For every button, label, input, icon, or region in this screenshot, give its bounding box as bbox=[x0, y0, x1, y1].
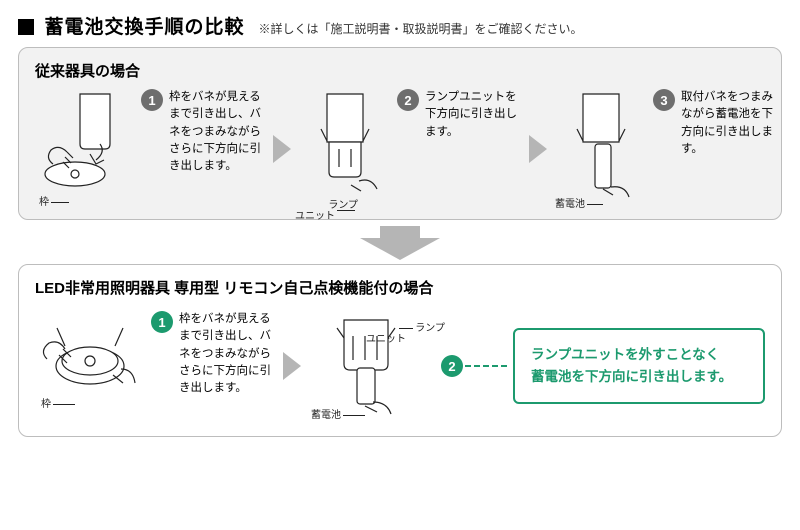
label-lamp-unit: ランプ ユニット bbox=[366, 312, 445, 356]
title-square-marker bbox=[18, 19, 34, 35]
led-step-2: ランプ ユニット 蓄電池 2 bbox=[309, 306, 463, 426]
panel-led: LED非常用照明器具 専用型 リモコン自己点検機能付の場合 bbox=[18, 264, 782, 437]
led-steps-row: 枠 1 枠をバネが見えるまで引き出し、バネをつまみながらさらに下方向に引き出しま… bbox=[35, 306, 765, 426]
arrow-right-icon bbox=[529, 135, 549, 163]
label-battery: 蓄電池 bbox=[555, 195, 603, 210]
label-battery: 蓄電池 bbox=[311, 406, 365, 421]
conventional-step-2-text: ランプユニットを下方向に引き出します。 bbox=[425, 89, 523, 141]
label-frame: 枠 bbox=[41, 395, 75, 410]
conventional-step-2-illustration: ランプ ユニット bbox=[299, 89, 391, 209]
conventional-step-3: 蓄電池 3 取付バネをつまみながら蓄電池を下方向に引き出します。 bbox=[555, 89, 779, 209]
led-step-badge-2: 2 bbox=[441, 355, 463, 377]
step-badge-2: 2 bbox=[397, 89, 419, 111]
led-step-2-illustration: ランプ ユニット 蓄電池 bbox=[309, 306, 429, 426]
conventional-step-3-text: 取付バネをつまみながら蓄電池を下方向に引き出します。 bbox=[681, 89, 779, 158]
step-badge-1: 1 bbox=[141, 89, 163, 111]
conventional-step-2: ランプ ユニット 2 ランプユニットを下方向に引き出します。 bbox=[299, 89, 523, 209]
led-step-1: 枠 1 枠をバネが見えるまで引き出し、バネをつまみながらさらに下方向に引き出しま… bbox=[35, 311, 277, 421]
main-title-text: 蓄電池交換手順の比較 bbox=[44, 17, 244, 38]
arrow-right-icon bbox=[283, 352, 303, 380]
conventional-step-1-illustration: 枠 bbox=[35, 89, 135, 209]
led-callout: ランプユニットを外すことなく 蓄電池を下方向に引き出します。 bbox=[513, 328, 765, 403]
subtitle-text: ※詳しくは「施工説明書・取扱説明書」をご確認ください。 bbox=[258, 20, 582, 37]
panel-conventional: 従来器具の場合 bbox=[18, 47, 782, 220]
title-row: 蓄電池交換手順の比較 ※詳しくは「施工説明書・取扱説明書」をご確認ください。 bbox=[18, 12, 782, 39]
callout-connector-dash bbox=[465, 365, 507, 367]
panel-led-title: LED非常用照明器具 専用型 リモコン自己点検機能付の場合 bbox=[35, 277, 765, 298]
led-step-badge-1: 1 bbox=[151, 311, 173, 333]
main-title: 蓄電池交換手順の比較 bbox=[18, 12, 244, 39]
conventional-step-1-text: 枠をバネが見えるまで引き出し、バネをつまみながらさらに下方向に引き出します。 bbox=[169, 89, 267, 175]
led-step-1-text: 枠をバネが見えるまで引き出し、バネをつまみながらさらに下方向に引き出します。 bbox=[179, 311, 277, 397]
panel-conventional-title: 従来器具の場合 bbox=[35, 60, 765, 81]
arrow-down-icon bbox=[18, 226, 782, 260]
led-step-1-illustration: 枠 bbox=[35, 311, 145, 421]
conventional-step-1: 枠 1 枠をバネが見えるまで引き出し、バネをつまみながらさらに下方向に引き出しま… bbox=[35, 89, 267, 209]
conventional-steps-row: 枠 1 枠をバネが見えるまで引き出し、バネをつまみながらさらに下方向に引き出しま… bbox=[35, 89, 765, 209]
arrow-right-icon bbox=[273, 135, 293, 163]
label-lamp-unit: ランプ ユニット bbox=[295, 189, 358, 233]
step-badge-3: 3 bbox=[653, 89, 675, 111]
label-frame: 枠 bbox=[39, 193, 69, 208]
conventional-step-3-illustration: 蓄電池 bbox=[555, 89, 647, 209]
